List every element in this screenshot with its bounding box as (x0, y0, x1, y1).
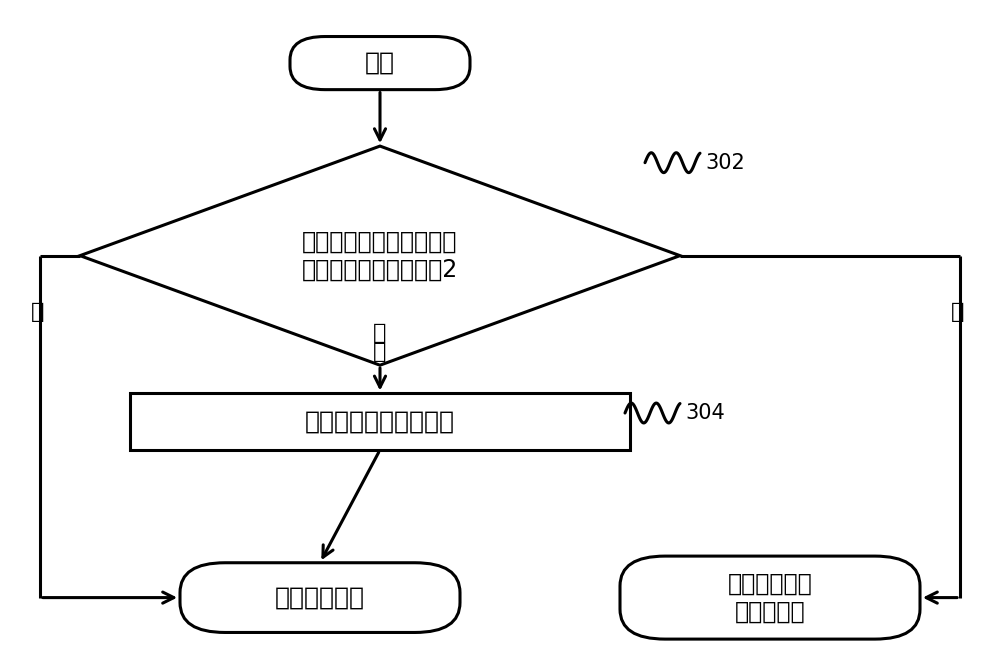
Text: 是: 是 (31, 302, 45, 322)
Text: 等效极模反向电压行波的
非零值的个数是否大于2: 等效极模反向电压行波的 非零值的个数是否大于2 (302, 230, 458, 282)
Text: 等: 等 (373, 323, 387, 343)
Text: 于: 于 (373, 342, 387, 362)
FancyBboxPatch shape (620, 556, 920, 639)
Bar (130, 393, 630, 450)
Text: 不是雷击干扰: 不是雷击干扰 (275, 586, 365, 610)
FancyBboxPatch shape (290, 37, 470, 90)
Text: 不能确定是否
是雷击干扰: 不能确定是否 是雷击干扰 (728, 572, 812, 623)
Text: 304: 304 (685, 403, 725, 423)
Text: 否: 否 (951, 302, 965, 322)
Text: 开始: 开始 (365, 51, 395, 75)
Text: 两个非零值的符号不同: 两个非零值的符号不同 (305, 410, 455, 434)
FancyBboxPatch shape (180, 563, 460, 632)
Polygon shape (80, 146, 680, 365)
Text: 302: 302 (705, 153, 745, 173)
